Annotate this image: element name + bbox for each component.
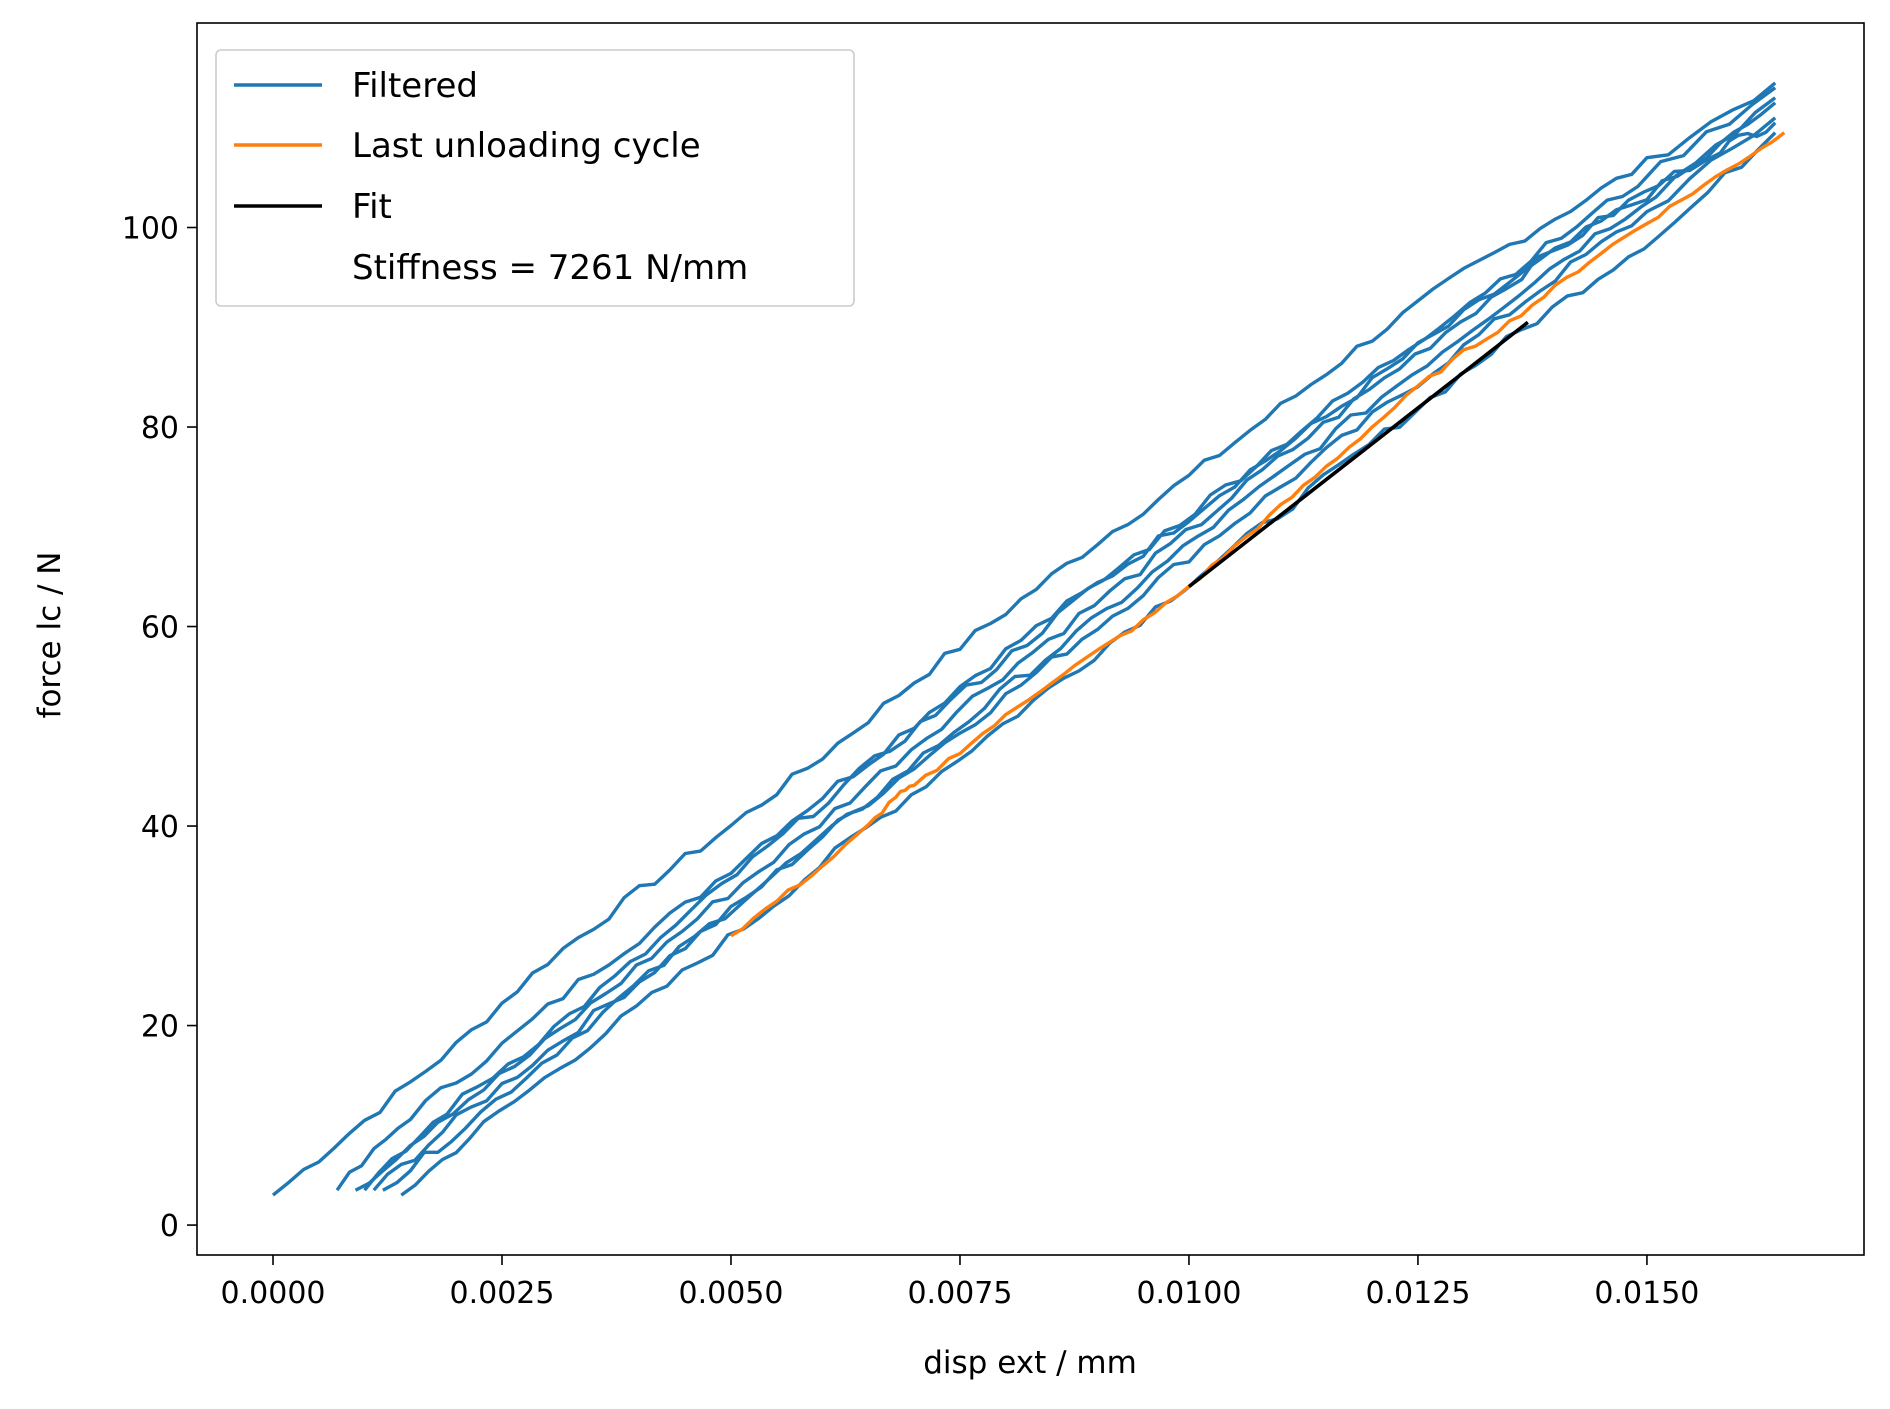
plot-lines — [271, 81, 1786, 1197]
legend-label-last-unloading-cycle: Last unloading cycle — [352, 126, 701, 166]
y-axis: 0 20 40 60 80 100 — [122, 212, 197, 1244]
x-tick-label: 0.0025 — [450, 1276, 555, 1311]
legend: Filtered Last unloading cycle Fit Stiffn… — [215, 49, 855, 307]
plot-frame — [196, 22, 1865, 1256]
fit-line — [1187, 320, 1529, 589]
x-axis-label: disp ext / mm — [923, 1345, 1137, 1381]
filtered-cycle-line — [400, 131, 1777, 1197]
y-tick-label: 0 — [160, 1209, 179, 1244]
legend-label-fit: Fit — [352, 187, 392, 227]
filtered-cycle-line — [363, 86, 1777, 1192]
legend-label-stiffness: Stiffness = 7261 N/mm — [352, 248, 748, 288]
filtered-cycle-line — [382, 96, 1777, 1192]
y-tick-label: 80 — [141, 411, 179, 446]
x-tick-label: 0.0000 — [221, 1276, 326, 1311]
x-tick-label: 0.0050 — [678, 1276, 783, 1311]
last-unloading-cycle-line — [730, 131, 1786, 938]
x-axis: 0.0000 0.0025 0.0050 0.0075 0.0100 0.0125 0.01… — [221, 1255, 1699, 1311]
x-tick-label: 0.0100 — [1136, 1276, 1241, 1311]
y-axis-label: force lc / N — [32, 552, 68, 719]
y-tick-label: 40 — [141, 810, 179, 845]
legend-label-filtered: Filtered — [352, 66, 478, 106]
legend-box — [215, 49, 855, 307]
filtered-cycle-line — [354, 121, 1777, 1192]
y-tick-label: 20 — [141, 1010, 179, 1045]
filtered-cycle-line — [271, 81, 1777, 1197]
y-tick-label: 60 — [141, 611, 179, 646]
x-tick-label: 0.0150 — [1594, 1276, 1699, 1311]
x-tick-label: 0.0075 — [907, 1276, 1012, 1311]
y-tick-label: 100 — [122, 212, 179, 247]
x-tick-label: 0.0125 — [1365, 1276, 1470, 1311]
